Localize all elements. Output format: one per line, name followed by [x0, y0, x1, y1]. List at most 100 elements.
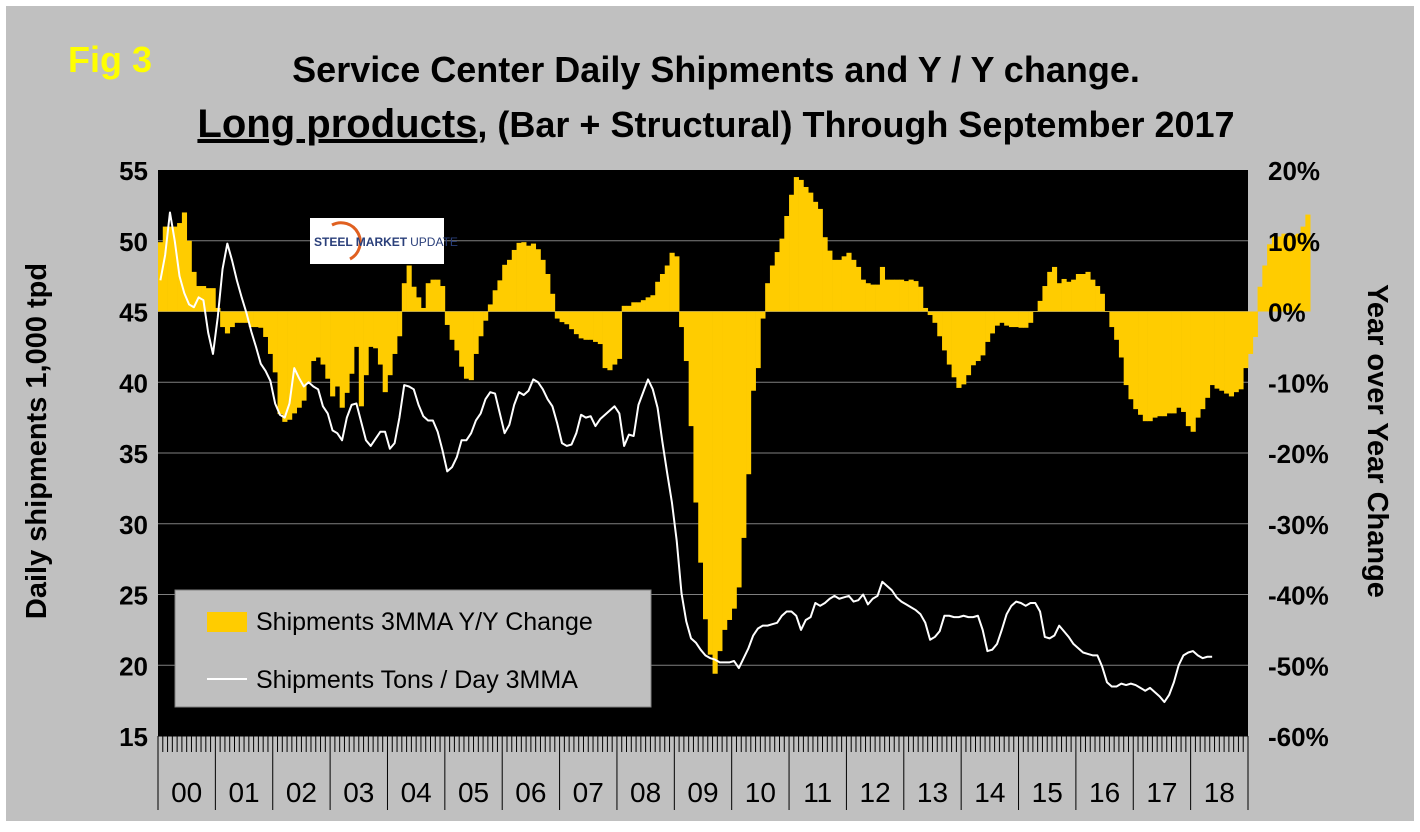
bar [401, 283, 407, 312]
bar [798, 179, 804, 312]
y-tick-left-label: 55 [119, 156, 148, 186]
bar [339, 311, 345, 408]
bar [703, 311, 709, 620]
bar [1181, 311, 1187, 412]
bar [258, 311, 264, 328]
bar [272, 311, 278, 373]
bar [267, 311, 274, 354]
bar [1008, 311, 1015, 328]
bar [411, 286, 417, 312]
bar [597, 311, 603, 345]
bar [511, 249, 517, 312]
y-tick-right-label: 0% [1268, 298, 1306, 328]
bar [588, 311, 594, 340]
x-tick-label: 12 [860, 777, 891, 808]
bar [956, 311, 962, 388]
bar [1075, 274, 1082, 312]
bar [1047, 271, 1053, 312]
bar [712, 311, 718, 674]
logo-swoosh-icon [331, 221, 362, 261]
bar [1018, 311, 1024, 328]
bar [602, 311, 608, 369]
bar [1013, 311, 1019, 328]
x-tick-label: 18 [1204, 777, 1235, 808]
x-tick-label: 11 [803, 777, 832, 808]
bar [746, 311, 752, 475]
bar [334, 311, 341, 387]
bar [1224, 311, 1230, 394]
bar [377, 311, 384, 365]
bar [430, 279, 436, 312]
bar [769, 265, 776, 312]
bar [583, 311, 589, 340]
bar [659, 274, 666, 312]
bar [889, 279, 895, 312]
bar [1004, 311, 1010, 326]
y-tick-right-label: -30% [1268, 510, 1329, 540]
bar [985, 311, 991, 342]
bar [688, 311, 694, 427]
y-tick-right-label: 20% [1268, 156, 1320, 186]
bar [1161, 311, 1168, 417]
bar [989, 311, 995, 334]
bar [965, 311, 972, 376]
x-tick-label: 10 [745, 777, 776, 808]
bar [903, 281, 909, 312]
bar [1095, 286, 1101, 312]
bar [521, 242, 527, 312]
bar [1305, 214, 1311, 312]
legend-bar-swatch [207, 612, 247, 632]
bar [626, 305, 632, 312]
chart-title-rest: , (Bar + Structural) Through September 2… [477, 104, 1234, 145]
bar [1281, 233, 1287, 312]
bar [1295, 233, 1301, 312]
x-tick-label: 16 [1089, 777, 1120, 808]
bar [487, 304, 493, 312]
bar [841, 256, 847, 312]
bar [803, 186, 809, 312]
bar [315, 311, 321, 358]
bar [1185, 311, 1191, 427]
bar [846, 252, 852, 312]
bar [607, 311, 613, 371]
bar [951, 311, 957, 378]
x-axis: 00 01 02 03 04 05 06 07 08 09 10 11 12 13 14 15 16 17 18 [157, 735, 1249, 810]
bar [1228, 311, 1235, 397]
bar [612, 311, 618, 365]
bar [301, 311, 307, 401]
bar [291, 311, 297, 414]
x-tick-label: 01 [228, 777, 259, 808]
bar [1209, 311, 1215, 386]
bar [1271, 236, 1278, 312]
bar [201, 286, 207, 312]
bar [1090, 279, 1096, 312]
fig-label: Fig 3 [68, 39, 152, 80]
bar [392, 311, 398, 354]
bar [774, 252, 780, 312]
bar [368, 311, 374, 347]
bar [435, 279, 441, 312]
bar [1157, 311, 1163, 417]
bar [961, 311, 967, 385]
bar [1204, 311, 1211, 398]
bar [636, 302, 642, 312]
bar [1214, 311, 1220, 389]
bar [162, 226, 168, 312]
bar [593, 311, 599, 342]
bar [731, 311, 737, 609]
bar [172, 226, 178, 312]
bar [922, 307, 929, 312]
bar [468, 311, 474, 381]
x-tick-label: 15 [1032, 777, 1063, 808]
y-tick-left-label: 40 [119, 368, 148, 398]
y-axis-right: -60% -50% -40% -30% -20% -10% 0% 10% 20% [1268, 156, 1329, 752]
x-tick-label: 00 [171, 777, 202, 808]
bar [397, 311, 403, 337]
bar [683, 311, 690, 362]
bar [1248, 311, 1254, 354]
bar [726, 311, 733, 620]
bar [789, 194, 795, 312]
bar [765, 283, 771, 312]
bar [502, 264, 508, 312]
